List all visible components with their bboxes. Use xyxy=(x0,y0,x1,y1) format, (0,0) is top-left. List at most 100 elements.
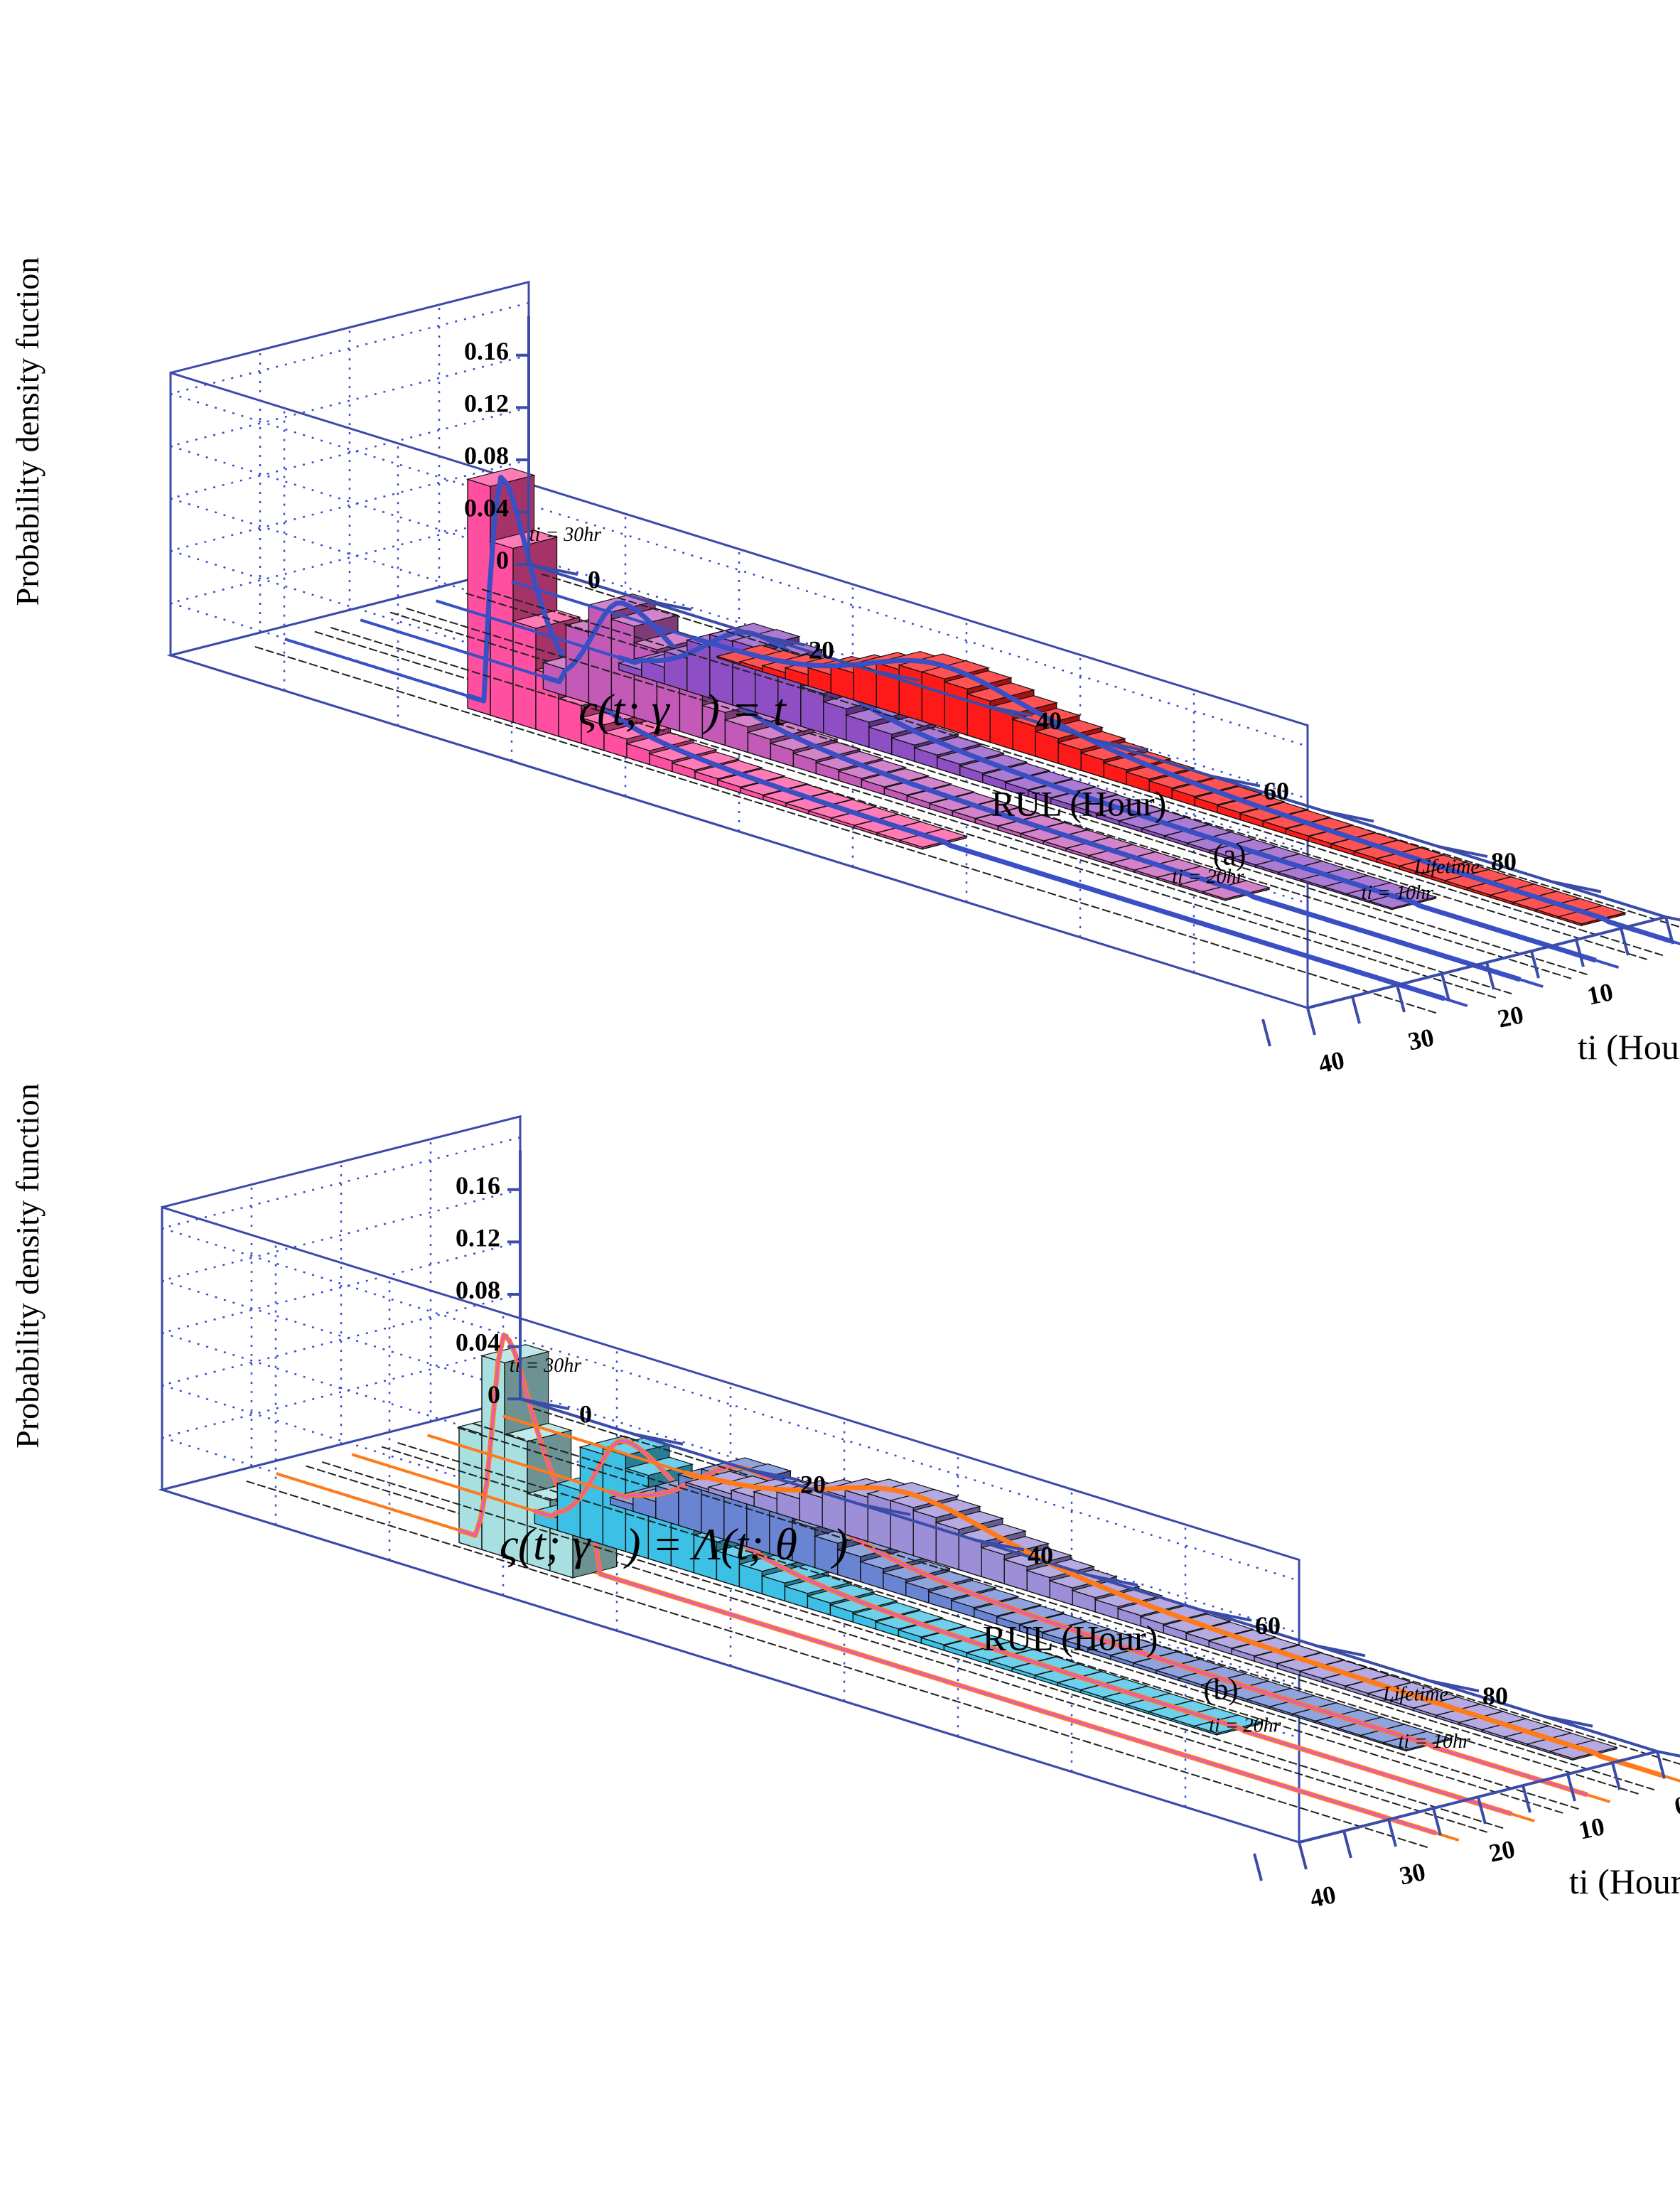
x-tick-label: 0 xyxy=(588,565,601,593)
z-tick xyxy=(1477,1796,1487,1825)
series-label: ti = 20hr xyxy=(1209,1714,1281,1736)
series-t30 xyxy=(246,1332,1490,1849)
bar xyxy=(921,671,945,729)
x-tick-label: 60 xyxy=(1255,1611,1281,1640)
z-tick-label: 20 xyxy=(1495,1000,1526,1033)
y-tick-label: 0.04 xyxy=(464,494,509,522)
z-tick xyxy=(1298,1842,1308,1870)
x-tick xyxy=(861,1503,911,1516)
bar xyxy=(890,1500,914,1557)
bar xyxy=(876,662,900,715)
series-label: Lifetime xyxy=(1382,1683,1448,1705)
y-axis-label: Probability density fuction xyxy=(9,257,45,606)
x-tick xyxy=(519,1397,570,1411)
z-axis-label: ti (Hour) xyxy=(1569,1861,1680,1901)
z-tick xyxy=(1432,1807,1442,1836)
x-tick xyxy=(1665,915,1680,922)
x-tick xyxy=(983,704,1033,717)
x-tick xyxy=(1202,1608,1252,1622)
y-tick-label: 0.16 xyxy=(464,337,509,365)
z-tick-label: 10 xyxy=(1585,977,1616,1011)
baseline-rail xyxy=(406,607,1589,976)
z-tick-label: 0 xyxy=(1672,1790,1680,1821)
x-tick-label: 40 xyxy=(1036,706,1062,735)
z-tick xyxy=(1530,950,1540,979)
x-tick xyxy=(1438,845,1488,858)
baseline-rail xyxy=(246,1480,1430,1849)
x-tick-label: 0 xyxy=(579,1399,592,1428)
series-label: ti = 20hr xyxy=(1172,866,1244,888)
x-tick xyxy=(747,1468,797,1481)
x-tick xyxy=(1088,1574,1138,1587)
z-tick-label: 40 xyxy=(1316,1046,1347,1079)
y-tick-label: 0.04 xyxy=(456,1328,500,1357)
baseline-rail xyxy=(321,1461,1505,1829)
series-lifetime xyxy=(481,573,1680,957)
y-tick-label: 0.12 xyxy=(456,1223,500,1252)
baseline-rail xyxy=(473,1423,1657,1791)
x-tick xyxy=(1315,1644,1366,1657)
series-label: Lifetime xyxy=(1414,856,1480,878)
baseline-rail xyxy=(254,645,1438,1014)
z-tick-label: 20 xyxy=(1487,1834,1518,1868)
z-tick xyxy=(1342,1830,1352,1859)
baseline-rail xyxy=(330,626,1514,995)
baseline-rail xyxy=(397,1441,1581,1810)
x-tick xyxy=(528,563,578,576)
y-tick-label: 0.08 xyxy=(456,1276,500,1304)
x-tick xyxy=(633,1432,684,1446)
z-tick xyxy=(1261,1019,1271,1047)
z-tick xyxy=(1387,1819,1397,1847)
grid xyxy=(166,280,1670,1010)
z-tick xyxy=(1253,1853,1263,1881)
x-tick-label: 40 xyxy=(1028,1541,1053,1569)
x-tick xyxy=(1551,880,1602,893)
x-tick xyxy=(1210,774,1261,788)
x-tick xyxy=(869,669,920,682)
panel-label: (b) xyxy=(1204,1673,1239,1706)
series-label: ti = 30hr xyxy=(529,524,601,546)
z-tick xyxy=(1522,1785,1531,1813)
panel-label: (a) xyxy=(1213,839,1246,871)
z-tick xyxy=(1396,984,1406,1013)
y-tick-label: 0 xyxy=(488,1380,500,1409)
bar xyxy=(867,1493,891,1549)
fitted-curve xyxy=(684,1470,1664,1778)
x-tick xyxy=(1429,1680,1480,1692)
y-tick-label: 0.16 xyxy=(456,1171,500,1200)
fitted-curve xyxy=(617,630,1597,963)
x-tick-label: 20 xyxy=(809,636,834,665)
x-tick-label: 80 xyxy=(1482,1682,1508,1710)
x-tick xyxy=(1324,810,1374,823)
z-tick xyxy=(1566,1773,1576,1802)
equation: ς(t; γ⃗) = Λ(t; θ⃗) xyxy=(500,1519,848,1569)
y-tick-label: 0 xyxy=(496,546,509,574)
x-axis-label: RUL (Hour) xyxy=(991,784,1167,824)
x-tick xyxy=(1543,1714,1593,1728)
z-tick-label: 10 xyxy=(1576,1812,1608,1845)
x-axis-label: RUL (Hour) xyxy=(983,1618,1158,1658)
x-tick xyxy=(755,633,806,647)
z-tick-label: 40 xyxy=(1308,1880,1339,1913)
y-tick-label: 0.12 xyxy=(464,389,509,417)
bar xyxy=(898,664,922,722)
baseline-rail xyxy=(481,589,1665,957)
bar xyxy=(944,681,968,736)
y-axis-label: Probability density function xyxy=(9,1083,45,1449)
equation: ς(t; γ⃗) = t xyxy=(578,684,787,735)
z-tick xyxy=(1620,928,1630,956)
x-tick xyxy=(974,1538,1025,1552)
x-tick xyxy=(1657,1750,1680,1758)
z-tick xyxy=(1575,939,1585,967)
z-tick-label: 30 xyxy=(1406,1023,1437,1056)
z-tick xyxy=(1351,996,1361,1024)
z-tick xyxy=(1611,1762,1621,1790)
series-label: ti = 10hr xyxy=(1399,1731,1470,1753)
x-tick-label: 60 xyxy=(1264,777,1289,805)
fitted-curve xyxy=(465,475,1445,1001)
z-tick xyxy=(1664,916,1674,945)
fitted-curve-inner xyxy=(458,1333,1437,1834)
